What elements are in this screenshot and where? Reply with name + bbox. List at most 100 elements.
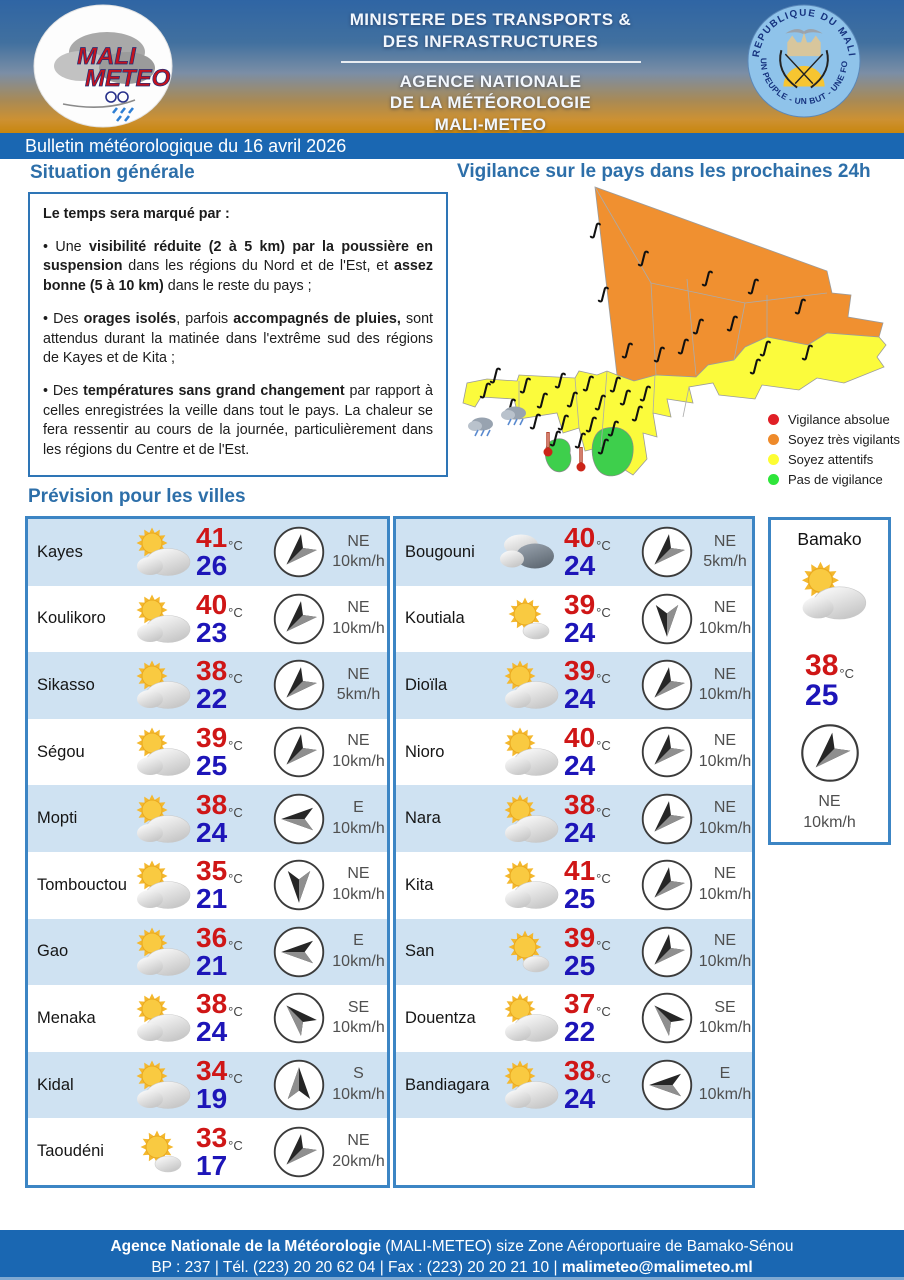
mali-coat-of-arms: REPUBLIQUE DU MALI UN PEUPLE - UN BUT - … bbox=[745, 0, 862, 124]
vigilance-legend: Vigilance absolue Soyez très vigilants Soy… bbox=[768, 407, 900, 492]
city-row: Douentza 37°C 22 SE 10km/h bbox=[396, 985, 752, 1052]
temp-max: 38°C bbox=[196, 788, 243, 820]
temp-min: 24 bbox=[564, 616, 596, 648]
city-name: Kidal bbox=[37, 1075, 74, 1094]
city-row: Kayes 41°C 26 NE 10km/h bbox=[28, 519, 387, 586]
wind-direction: NE bbox=[347, 599, 370, 617]
wind-speed: 10km/h bbox=[332, 619, 385, 637]
city-name: Koutiala bbox=[405, 609, 465, 628]
dust-wind-icon: ∫ bbox=[801, 341, 815, 362]
agency-line-3: MALI-METEO bbox=[434, 114, 547, 134]
situation-heading: Situation générale bbox=[30, 162, 195, 183]
sun-small-cloud-icon bbox=[492, 593, 564, 645]
footer-address: (MALI-METEO) size Zone Aéroportuaire de … bbox=[380, 1238, 794, 1255]
dust-wind-icon: ∫ bbox=[653, 343, 667, 364]
temperature: 40°C 24 bbox=[564, 524, 636, 580]
temperature: 38°C 24 bbox=[196, 788, 268, 847]
map-region-green bbox=[544, 438, 572, 473]
temp-unit: °C bbox=[596, 538, 611, 554]
wind-info: E 10km/h bbox=[330, 798, 387, 840]
wind-speed: 10km/h bbox=[698, 952, 752, 970]
legend-dot bbox=[768, 434, 779, 445]
wind-speed: 10km/h bbox=[698, 753, 752, 771]
temp-min: 21 bbox=[196, 949, 228, 981]
temp-max: 38°C bbox=[805, 649, 854, 682]
sun-cloud-icon bbox=[790, 560, 870, 627]
wind-info: NE 10km/h bbox=[330, 864, 387, 906]
legend-item: Soyez très vigilants bbox=[768, 432, 900, 447]
region-borders bbox=[518, 186, 828, 448]
logo-text-mali: MALI bbox=[77, 43, 137, 70]
header-banner: MALI METEO MINISTERE DES TRANSPORTS & DE… bbox=[0, 0, 904, 134]
dust-wind-icon: ∫ bbox=[621, 339, 635, 360]
wind-compass-icon bbox=[636, 791, 698, 847]
city-name: Taoudéni bbox=[37, 1142, 104, 1161]
vulture-icon bbox=[785, 28, 823, 35]
footer-bar: Agence Nationale de la Météorologie (MAL… bbox=[0, 1230, 904, 1280]
temperature: 36°C 21 bbox=[196, 923, 268, 981]
ministry-line-2: DES INFRASTRUCTURES bbox=[382, 32, 599, 52]
wind-speed: 10km/h bbox=[698, 1086, 752, 1104]
legend-dot bbox=[768, 454, 779, 465]
rising-sun-icon bbox=[783, 65, 825, 87]
wind-speed: 10km/h bbox=[332, 819, 385, 837]
wind-speed: 10km/h bbox=[698, 1019, 752, 1037]
temperature: 40°C 23 bbox=[196, 590, 268, 647]
temp-min: 24 bbox=[564, 750, 596, 782]
wind-direction: NE bbox=[713, 532, 737, 550]
wind-speed: 5km/h bbox=[703, 553, 747, 571]
temp-max: 39°C bbox=[564, 921, 611, 953]
sun-cloud-icon bbox=[124, 793, 196, 845]
temp-min: 17 bbox=[196, 1149, 228, 1181]
city-name: Sikasso bbox=[37, 675, 95, 694]
cloudy-icon bbox=[492, 526, 564, 578]
forecast-table-left: Kayes 41°C 26 NE 10km/h Koulikoro 40°C 2… bbox=[25, 516, 390, 1188]
temperature: 39°C 24 bbox=[564, 657, 636, 713]
wind-direction: NE bbox=[713, 599, 737, 617]
sun-cloud-icon bbox=[124, 526, 196, 578]
city-row: Bougouni 40°C 24 NE 5km/h bbox=[396, 519, 752, 586]
dust-wind-icon: ∫ bbox=[597, 283, 611, 304]
empty-row bbox=[396, 1118, 752, 1185]
temperature: 39°C 25 bbox=[196, 724, 268, 780]
wind-info: NE 10km/h bbox=[330, 598, 387, 640]
sun-cloud-icon bbox=[492, 793, 564, 845]
wind-speed: 5km/h bbox=[336, 686, 381, 704]
sun-cloud-icon bbox=[492, 1059, 564, 1111]
city-row: Nara 38°C 24 NE 10km/h bbox=[396, 785, 752, 852]
legend-label: Pas de vigilance bbox=[788, 472, 883, 487]
temp-max: 39°C bbox=[564, 588, 611, 620]
temp-unit: °C bbox=[596, 871, 611, 887]
wind-info: NE 10km/h bbox=[803, 792, 855, 834]
wind-speed: 10km/h bbox=[698, 819, 752, 837]
wind-compass-icon bbox=[636, 1057, 698, 1113]
wind-speed: 10km/h bbox=[698, 619, 752, 637]
temp-max: 38°C bbox=[564, 788, 611, 820]
sun-cloud-icon bbox=[124, 859, 196, 911]
temperature: 40°C 24 bbox=[564, 724, 636, 780]
header-divider bbox=[340, 61, 641, 64]
sun-cloud-icon bbox=[124, 659, 196, 711]
city-row: San 39°C 25 NE 10km/h bbox=[396, 918, 752, 986]
temp-unit: °C bbox=[839, 666, 854, 681]
temp-unit: °C bbox=[596, 937, 611, 953]
wind-compass-icon bbox=[268, 657, 330, 713]
dust-wind-icon: ∫ bbox=[692, 315, 706, 336]
wind-speed: 20km/h bbox=[332, 1152, 385, 1170]
legend-label: Vigilance absolue bbox=[788, 412, 890, 427]
footer-contacts: BP : 237 | Tél. (223) 20 20 62 04 | Fax … bbox=[151, 1259, 562, 1276]
temp-min: 24 bbox=[196, 1016, 228, 1048]
footer-agency-name: Agence Nationale de la Météorologie bbox=[110, 1238, 381, 1255]
wind-info: NE 10km/h bbox=[698, 798, 752, 840]
storm-icon bbox=[501, 406, 526, 426]
dust-wind-icon: ∫ bbox=[759, 337, 773, 358]
forecast-heading: Prévision pour les villes bbox=[28, 486, 246, 507]
city-row: Bandiagara 38°C 24 E 10km/h bbox=[396, 1051, 752, 1119]
dust-wind-icon: ∫ bbox=[637, 247, 651, 268]
temperature: 38°C 25 bbox=[805, 651, 854, 711]
temp-max: 38°C bbox=[196, 655, 243, 687]
wind-info: NE 5km/h bbox=[698, 532, 752, 574]
legend-label: Soyez attentifs bbox=[788, 452, 874, 467]
wind-direction: E bbox=[353, 932, 364, 950]
